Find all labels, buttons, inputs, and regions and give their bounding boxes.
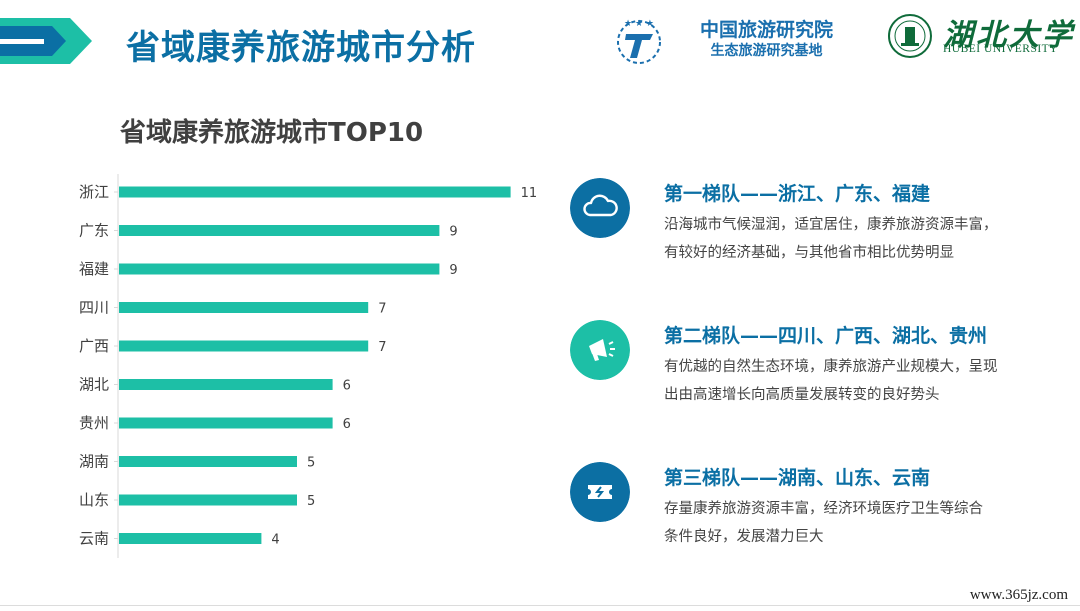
category-label: 云南 bbox=[79, 530, 109, 548]
header-decoration bbox=[0, 18, 92, 64]
data-label: 6 bbox=[343, 417, 351, 432]
bar bbox=[119, 379, 333, 390]
tier-1: 第一梯队——浙江、广东、福建 沿海城市气候湿润，适宜居住，康养旅游资源丰富， 有… bbox=[570, 178, 1050, 288]
university-seal-icon bbox=[888, 14, 932, 58]
tier-2: 第二梯队——四川、广西、湖北、贵州 有优越的自然生态环境，康养旅游产业规模大，呈… bbox=[570, 320, 1050, 430]
tier-1-line1: 沿海城市气候湿润，适宜居住，康养旅游资源丰富， bbox=[664, 217, 998, 233]
tier-2-description: 有优越的自然生态环境，康养旅游产业规模大，呈现 出由高速增长向高质量发展转变的良… bbox=[664, 353, 1044, 409]
data-label: 5 bbox=[307, 456, 315, 471]
tier-3-heading: 第三梯队——湖南、山东、云南 bbox=[664, 467, 931, 489]
bar bbox=[119, 456, 297, 467]
bar bbox=[119, 186, 511, 198]
tourism-academy-logo-icon: ★ ★ ★ bbox=[617, 19, 661, 64]
data-label: 9 bbox=[449, 263, 457, 278]
cloud-icon bbox=[570, 178, 630, 238]
tier-1-heading: 第一梯队——浙江、广东、福建 bbox=[664, 183, 931, 205]
tier-2-heading: 第二梯队——四川、广西、湖北、贵州 bbox=[664, 325, 988, 347]
chart-title: 省域康养旅游城市TOP10 bbox=[120, 118, 424, 148]
bar bbox=[119, 417, 333, 429]
category-label: 湖南 bbox=[79, 453, 109, 471]
university-name-cn: 湖北大学 bbox=[943, 18, 1075, 53]
institute-line1: 中国旅游研究院 bbox=[700, 19, 834, 41]
data-label: 9 bbox=[449, 225, 457, 240]
category-label: 浙江 bbox=[79, 183, 109, 201]
data-label: 11 bbox=[521, 186, 538, 201]
data-label: 7 bbox=[378, 302, 386, 317]
tier-1-description: 沿海城市气候湿润，适宜居住，康养旅游资源丰富， 有较好的经济基础，与其他省市相比… bbox=[664, 211, 1044, 267]
category-label: 湖北 bbox=[79, 376, 109, 394]
svg-text:★ ★ ★: ★ ★ ★ bbox=[624, 19, 654, 29]
institute-line2: 生态旅游研究基地 bbox=[710, 43, 823, 59]
tier-2-line1: 有优越的自然生态环境，康养旅游产业规模大，呈现 bbox=[664, 359, 998, 375]
tier-3-line1: 存量康养旅游资源丰富，经济环境医疗卫生等综合 bbox=[664, 501, 983, 517]
tier-2-line2: 出由高速增长向高质量发展转变的良好势头 bbox=[664, 387, 940, 403]
institute-name: 中国旅游研究院 生态旅游研究基地 bbox=[700, 18, 833, 60]
data-label: 7 bbox=[378, 340, 386, 355]
page-title: 省域康养旅游城市分析 bbox=[126, 28, 476, 68]
data-label: 5 bbox=[307, 494, 315, 509]
bar bbox=[119, 225, 440, 236]
watermark: www.365jz.com bbox=[965, 586, 1072, 605]
category-label: 广东 bbox=[79, 222, 109, 240]
category-label: 四川 bbox=[79, 299, 109, 317]
megaphone-icon bbox=[570, 320, 630, 380]
category-label: 福建 bbox=[79, 260, 109, 278]
bar bbox=[119, 533, 262, 544]
category-label: 山东 bbox=[79, 491, 109, 509]
bar bbox=[119, 340, 369, 352]
ticket-icon bbox=[570, 462, 630, 522]
bar bbox=[119, 263, 440, 275]
bar bbox=[119, 494, 297, 506]
tier-3-line2: 条件良好，发展潜力巨大 bbox=[664, 529, 824, 545]
university-name-en: HUBEI UNIVERSITY bbox=[943, 43, 1059, 55]
data-label: 6 bbox=[343, 379, 351, 394]
footer-divider bbox=[0, 605, 1080, 606]
bar bbox=[119, 302, 369, 313]
bar-chart: 浙江 11 广东 9 福建 9 四川 7 广西 7 湖北 6 贵州 6 湖南 5 山东 5 云南 4 bbox=[79, 174, 538, 558]
tier-3: 第三梯队——湖南、山东、云南 存量康养旅游资源丰富，经济环境医疗卫生等综合 条件… bbox=[570, 462, 1050, 572]
tier-1-line2: 有较好的经济基础，与其他省市相比优势明显 bbox=[664, 245, 954, 261]
category-label: 广西 bbox=[79, 337, 109, 355]
data-label: 4 bbox=[271, 533, 279, 548]
tier-3-description: 存量康养旅游资源丰富，经济环境医疗卫生等综合 条件良好，发展潜力巨大 bbox=[664, 495, 1044, 551]
category-label: 贵州 bbox=[79, 414, 109, 432]
